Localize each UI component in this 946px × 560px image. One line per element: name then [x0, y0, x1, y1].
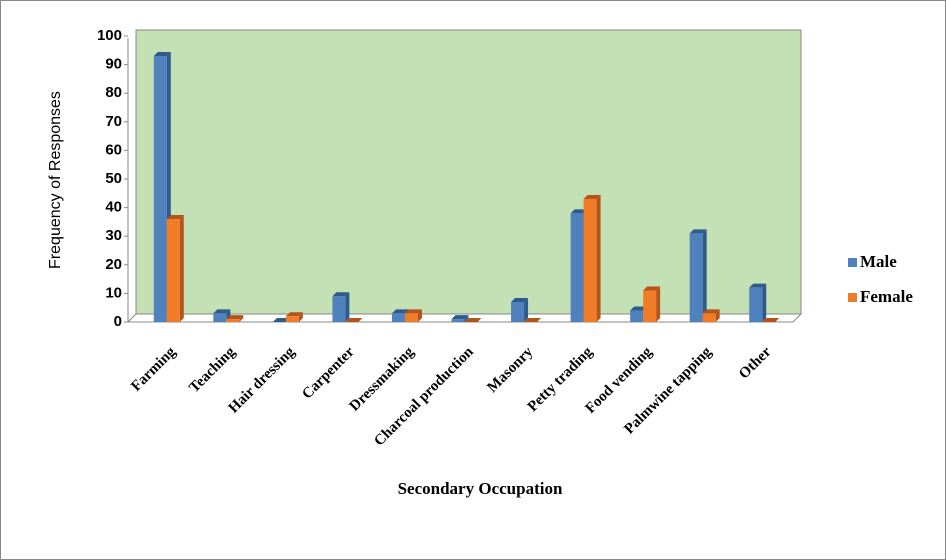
bar-side [239, 315, 244, 322]
bar-top [570, 209, 588, 214]
bar [285, 316, 299, 322]
bar-top [583, 195, 601, 200]
bar [226, 319, 240, 322]
bar [213, 313, 227, 322]
legend-label: Male [860, 252, 897, 271]
y-tick-label: 100 [97, 27, 122, 44]
bar-top [153, 52, 171, 57]
bar-top [285, 312, 303, 317]
bar-top [404, 309, 422, 314]
bar-top [272, 318, 290, 322]
y-tick-label: 10 [105, 284, 122, 301]
legend-swatch [848, 293, 857, 302]
bar-top [345, 318, 363, 322]
bar-top [226, 315, 244, 320]
bar-top [464, 318, 482, 322]
bar [404, 313, 418, 322]
bar-side [298, 312, 303, 322]
y-tick-label: 90 [105, 56, 122, 73]
y-tick-label: 70 [105, 113, 122, 130]
bar-side [715, 309, 720, 322]
bar [391, 313, 405, 322]
bar-side [656, 286, 661, 322]
bar-side [702, 229, 707, 322]
bar-top [630, 306, 648, 311]
bar [332, 296, 346, 322]
legend-swatch [848, 258, 857, 267]
y-tick-label: 40 [105, 199, 122, 216]
bar-top [451, 315, 469, 320]
bar [689, 233, 703, 322]
bar-side [596, 195, 601, 322]
bar [166, 219, 180, 322]
y-tick-label: 30 [105, 227, 122, 244]
bar [570, 213, 584, 322]
bar [153, 56, 167, 323]
bar-side [179, 215, 184, 322]
bar-top [213, 309, 231, 314]
bar [643, 290, 657, 322]
bar-top [524, 318, 542, 322]
bar-top [689, 229, 707, 234]
y-tick-label: 0 [114, 313, 122, 330]
bar [583, 199, 597, 322]
y-axis-title: Frequency of Responses [47, 91, 64, 269]
bar-top [511, 297, 529, 302]
bar-side [762, 283, 767, 322]
bar-top [166, 215, 184, 220]
bar [749, 287, 763, 322]
bar-top [702, 309, 720, 314]
bar-side [417, 309, 422, 322]
bar-side [345, 292, 350, 322]
bar-top [749, 283, 767, 288]
y-tick-label: 80 [105, 84, 122, 101]
bar-top [332, 292, 350, 297]
y-tick-label: 60 [105, 141, 122, 158]
bar-top [643, 286, 661, 291]
bar-side [524, 297, 529, 322]
bar [702, 313, 716, 322]
bar-top [391, 309, 409, 314]
legend-label: Female [860, 287, 913, 306]
bar-side [464, 315, 469, 322]
y-tick-label: 50 [105, 170, 122, 187]
bar [630, 310, 644, 322]
y-tick-label: 20 [105, 256, 122, 273]
bar [451, 319, 465, 322]
bar-top [762, 318, 780, 322]
x-axis-title: Secondary Occupation [398, 479, 563, 498]
bar [511, 301, 525, 322]
